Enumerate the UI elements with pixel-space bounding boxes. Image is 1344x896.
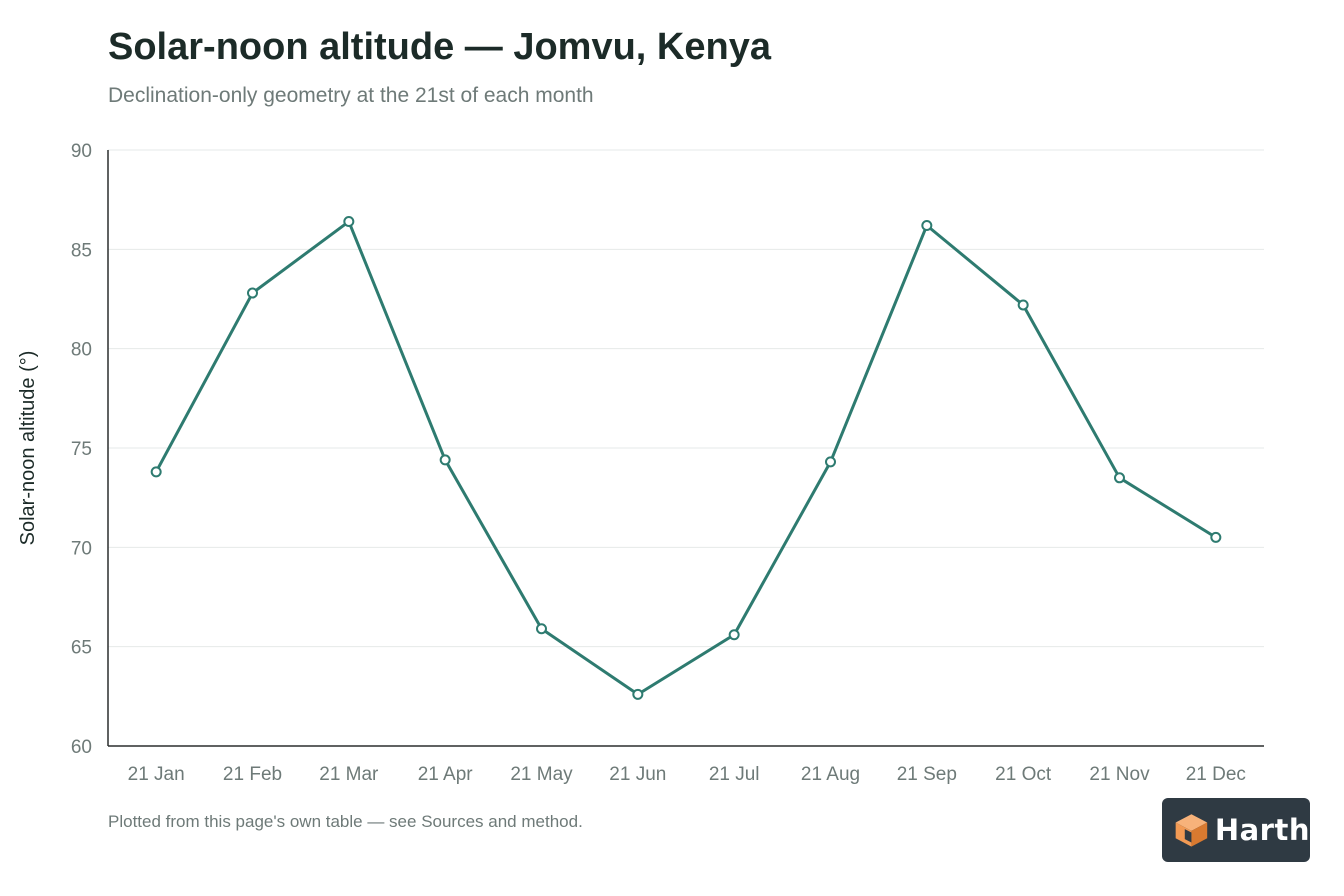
series (150, 216, 1222, 700)
x-tick-label: 21 Mar (319, 764, 379, 785)
data-point[interactable] (1017, 299, 1029, 311)
data-point[interactable] (536, 623, 547, 635)
data-point[interactable] (439, 454, 451, 466)
x-tick-label: 21 May (510, 764, 573, 785)
chart-title: Solar-noon altitude — Jomvu, Kenya (108, 26, 771, 68)
y-tick-label: 85 (71, 240, 92, 261)
x-tick-label: 21 Nov (1089, 764, 1150, 785)
y-tick-label: 65 (71, 638, 92, 659)
series-line (154, 220, 1218, 696)
data-point[interactable] (150, 466, 162, 478)
x-tick-label: 21 Apr (418, 764, 474, 785)
x-tick-label: 21 Aug (801, 764, 860, 785)
grid-lines (108, 149, 1264, 648)
data-point[interactable] (247, 287, 258, 299)
y-axis-label: Solar-noon altitude (°) (17, 351, 39, 546)
x-tick-label: 21 Jun (609, 764, 666, 785)
data-point[interactable] (632, 688, 644, 700)
x-tick-label: 21 Jul (709, 764, 760, 785)
chart-subtitle: Declination-only geometry at the 21st of… (108, 84, 594, 107)
x-tick-label: 21 Feb (223, 764, 282, 785)
data-point[interactable] (825, 456, 836, 468)
y-tick-label: 80 (71, 340, 92, 361)
y-tick-label: 75 (71, 439, 92, 460)
tick-labels: 60 65 70 75 80 85 90 21 Jan 21 Feb 21 Mar 21 Apr 21… (71, 141, 1246, 785)
x-tick-label: 21 Oct (995, 764, 1052, 785)
data-point[interactable] (1210, 531, 1222, 543)
footnote: Plotted from this page's own table — see… (108, 812, 583, 831)
data-point[interactable] (343, 216, 355, 228)
data-point[interactable] (1114, 472, 1125, 484)
axes (107, 150, 1264, 747)
data-point[interactable] (728, 629, 740, 641)
house-cube-icon (1175, 814, 1208, 847)
y-tick-label: 90 (71, 141, 92, 162)
y-tick-label: 70 (71, 538, 92, 559)
x-tick-label: 21 Dec (1186, 764, 1246, 785)
y-tick-label: 60 (71, 737, 92, 758)
x-tick-label: 21 Sep (897, 764, 957, 785)
line-chart: 60 65 70 75 80 85 90 21 Jan 21 Feb 21 Mar 21 Apr 21… (17, 141, 1264, 785)
brand-logo[interactable]: Harth (1162, 798, 1310, 862)
data-point[interactable] (921, 219, 933, 231)
x-tick-label: 21 Jan (128, 764, 185, 785)
logo-text: Harth (1214, 813, 1310, 847)
